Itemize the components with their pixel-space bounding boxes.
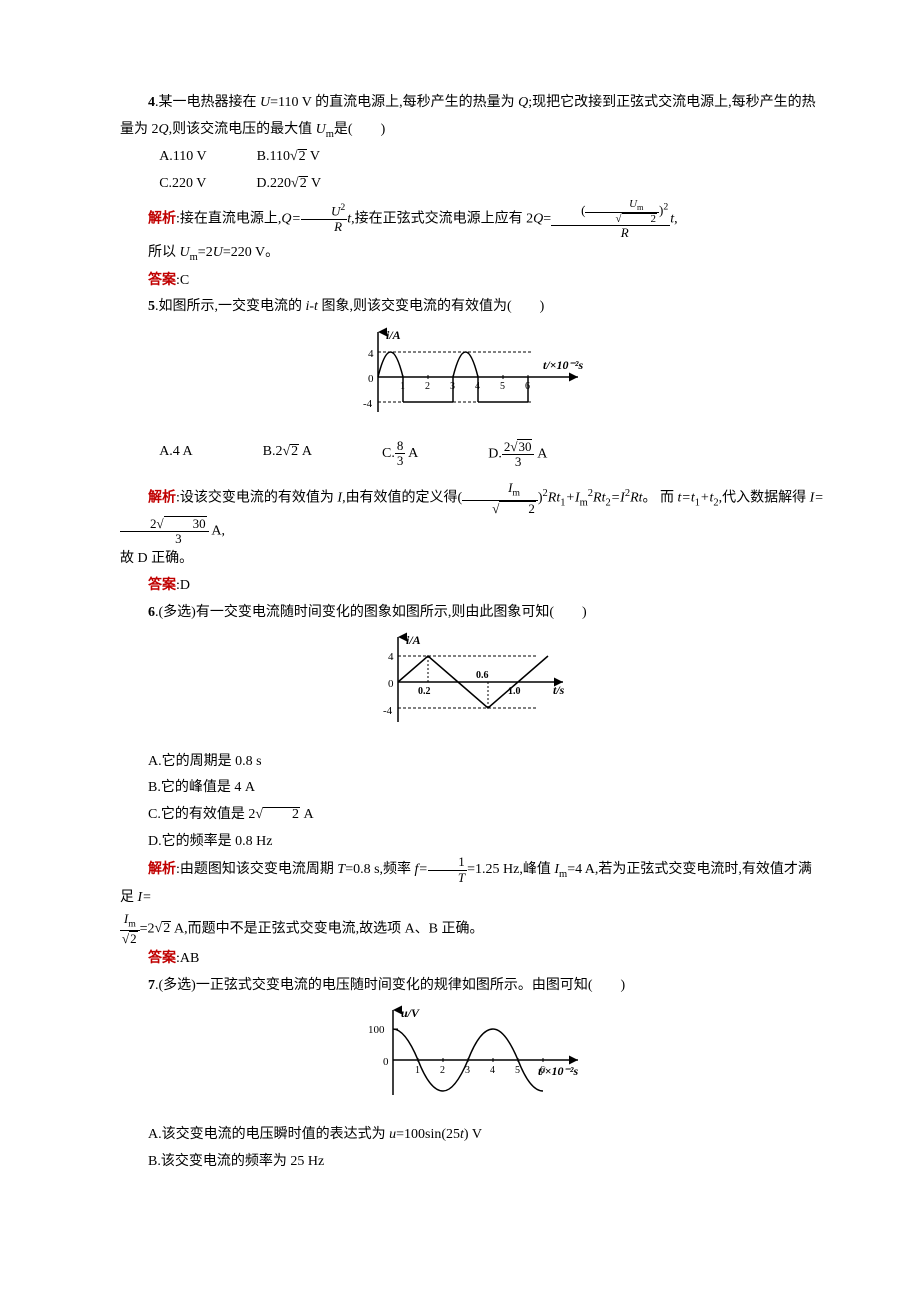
svg-text:i/A: i/A [406,633,421,647]
q6-figure: i/A t/s 4 0 -4 0.2 0.6 1.0 [120,632,825,743]
svg-text:0: 0 [388,678,394,690]
svg-text:0: 0 [368,373,374,385]
q5-conclusion: 故 D 正确。 [120,546,825,573]
q7-optA: A.该交变电流的电压瞬时值的表达式为 u=100sin(25t) V [120,1122,825,1149]
q7-optB: B.该交变电流的频率为 25 Hz [120,1149,825,1176]
svg-text:2: 2 [425,381,430,392]
q7-figure: u/V t/×10⁻²s 100 0 123456 [120,1005,825,1116]
q5-options: A.4 A B.22 A C.83 A D.2303 A [120,439,825,470]
svg-text:1: 1 [400,381,405,392]
q5-analysis: 解析:设该交变电流的有效值为 I,由有效值的定义得(Im2)2Rt1+Im2Rt… [120,481,825,546]
svg-text:5: 5 [500,381,505,392]
q4-options-row1: A.110 V B.1102 V [120,144,825,171]
svg-text:0.2: 0.2 [418,686,431,697]
svg-text:1.0: 1.0 [508,686,521,697]
q4-num: 4 [148,95,155,110]
q4-optC: C.220 V [159,171,206,198]
q5-optC: C.83 A [382,439,418,470]
svg-text:t/×10⁻²s: t/×10⁻²s [543,358,583,372]
svg-text:1: 1 [415,1065,420,1076]
svg-text:6: 6 [540,1065,545,1076]
q6-analysis: 解析:由题图知该交变电流周期 T=0.8 s,频率 f=1T=1.25 Hz,峰… [120,855,825,911]
q4-optA: A.110 V [159,144,206,171]
svg-text:0.6: 0.6 [476,670,489,681]
svg-text:2: 2 [440,1065,445,1076]
svg-text:5: 5 [515,1065,520,1076]
svg-text:-4: -4 [363,398,373,410]
svg-text:3: 3 [450,381,455,392]
q4-line1: 4.某一电热器接在 U=110 V 的直流电源上,每秒产生的热量为 Q;现把它改… [120,90,825,117]
q5-answer: 答案:D [120,573,825,600]
q4-optD: D.2202 V [256,171,321,198]
svg-text:4: 4 [388,651,394,663]
svg-text:3: 3 [465,1065,470,1076]
svg-text:4: 4 [368,348,374,360]
q5-optB: B.22 A [263,439,312,470]
q5-stem: 5.如图所示,一交变电流的 i-t 图象,则该交变电流的有效值为( ) [120,294,825,321]
q5-optA: A.4 A [159,439,192,470]
q4-analysis: 解析:接在直流电源上,Q=U2Rt,接在正弦式交流电源上应有 2Q=(Um2)2… [120,198,825,241]
q6-optA: A.它的周期是 0.8 s [120,749,825,776]
q4-answer: 答案:C [120,268,825,295]
svg-text:0: 0 [383,1056,389,1068]
q4-line2: 量为 2Q,则该交流电压的最大值 Um是( ) [120,117,825,145]
q6-answer: 答案:AB [120,946,825,973]
q6-optB: B.它的峰值是 4 A [120,775,825,802]
q5-optD: D.2303 A [488,439,547,470]
q4-conclusion: 所以 Um=2U=220 V。 [120,240,825,268]
svg-text:6: 6 [525,381,530,392]
q6-optD: D.它的频率是 0.8 Hz [120,829,825,856]
svg-text:u/V: u/V [401,1006,420,1020]
q5-figure: i/A t/×10⁻²s 4 0 -4 1 2 3 4 5 6 [120,327,825,433]
q4-options-row2: C.220 V D.2202 V [120,171,825,198]
svg-text:-4: -4 [383,705,393,717]
svg-text:i/A: i/A [386,328,401,342]
q4-optB: B.1102 V [257,144,320,171]
q6-stem: 6.(多选)有一交变电流随时间变化的图象如图所示,则由此图象可知( ) [120,600,825,627]
svg-text:t/s: t/s [553,683,565,697]
svg-text:4: 4 [490,1065,495,1076]
q6-analysis-2: Im2=22 A,而题中不是正弦式交变电流,故选项 A、B 正确。 [120,912,825,947]
q7-stem: 7.(多选)一正弦式交变电流的电压随时间变化的规律如图所示。由图可知( ) [120,973,825,1000]
svg-text:4: 4 [475,381,480,392]
svg-text:100: 100 [368,1024,385,1036]
q6-optC: C.它的有效值是 22 A [120,802,825,829]
